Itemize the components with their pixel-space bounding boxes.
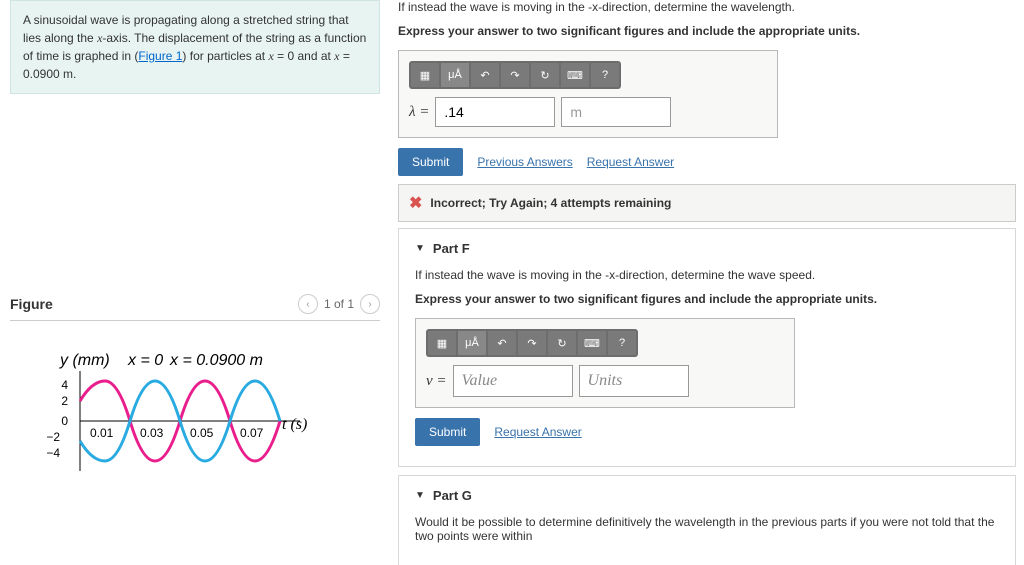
figure-prev-button[interactable]: ‹ — [298, 294, 318, 314]
lambda-units-input[interactable] — [561, 97, 671, 127]
symbols-button[interactable]: μÅ — [458, 331, 486, 355]
submit-button-f[interactable]: Submit — [415, 418, 480, 446]
redo-button[interactable]: ↷ — [501, 63, 529, 87]
feedback-box: ✖ Incorrect; Try Again; 4 attempts remai… — [398, 184, 1016, 222]
template-icon[interactable]: ▦ — [428, 331, 456, 355]
svg-text:0.05: 0.05 — [190, 426, 214, 440]
lambda-label: λ = — [409, 104, 429, 121]
svg-text:4: 4 — [61, 378, 68, 392]
template-icon[interactable]: ▦ — [411, 63, 439, 87]
previous-answers-link[interactable]: Previous Answers — [477, 155, 572, 169]
help-button[interactable]: ? — [608, 331, 636, 355]
svg-text:0: 0 — [61, 414, 68, 428]
figure-next-button[interactable]: › — [360, 294, 380, 314]
part-e-instruction: Express your answer to two significant f… — [398, 24, 1016, 38]
reset-button[interactable]: ↻ — [531, 63, 559, 87]
undo-button[interactable]: ↶ — [488, 331, 516, 355]
caret-down-icon: ▼ — [415, 243, 425, 254]
svg-text:−4: −4 — [46, 446, 60, 460]
part-f-question: If instead the wave is moving in the -x-… — [415, 268, 999, 282]
figure-title: Figure — [10, 296, 53, 312]
symbols-button[interactable]: μÅ — [441, 63, 469, 87]
figure-link[interactable]: Figure 1 — [138, 49, 182, 63]
y-axis-label: y (mm) — [59, 352, 110, 369]
v-value-input[interactable]: Value — [453, 365, 573, 397]
part-f-answer-box: ▦ μÅ ↶ ↷ ↻ ⌨ ? v = Value Units — [415, 318, 795, 408]
svg-text:0.01: 0.01 — [90, 426, 114, 440]
help-button[interactable]: ? — [591, 63, 619, 87]
part-g-header[interactable]: ▼ Part G — [415, 488, 999, 503]
figure-graph: y (mm) x = 0 x = 0.0900 m 4 2 0 −2 −4 0.… — [10, 341, 380, 501]
svg-text:−2: −2 — [46, 430, 60, 444]
undo-button[interactable]: ↶ — [471, 63, 499, 87]
redo-button[interactable]: ↷ — [518, 331, 546, 355]
svg-text:t (s): t (s) — [282, 416, 307, 433]
svg-text:2: 2 — [61, 394, 68, 408]
part-f-header[interactable]: ▼ Part F — [415, 241, 999, 256]
reset-button[interactable]: ↻ — [548, 331, 576, 355]
svg-text:x = 0.0900 m: x = 0.0900 m — [169, 352, 263, 369]
request-answer-link-f[interactable]: Request Answer — [494, 425, 581, 439]
v-units-input[interactable]: Units — [579, 365, 689, 397]
formula-toolbar-f: ▦ μÅ ↶ ↷ ↻ ⌨ ? — [426, 329, 638, 357]
keyboard-button[interactable]: ⌨ — [561, 63, 589, 87]
part-e-question: If instead the wave is moving in the -x-… — [398, 0, 1016, 14]
svg-text:0.03: 0.03 — [140, 426, 164, 440]
svg-text:0.07: 0.07 — [240, 426, 264, 440]
formula-toolbar: ▦ μÅ ↶ ↷ ↻ ⌨ ? — [409, 61, 621, 89]
submit-button[interactable]: Submit — [398, 148, 463, 176]
part-e-answer-box: ▦ μÅ ↶ ↷ ↻ ⌨ ? λ = — [398, 50, 778, 138]
problem-statement: A sinusoidal wave is propagating along a… — [10, 0, 380, 94]
svg-text:x = 0: x = 0 — [127, 352, 163, 369]
keyboard-button[interactable]: ⌨ — [578, 331, 606, 355]
part-g-question: Would it be possible to determine defini… — [415, 515, 999, 543]
caret-down-icon: ▼ — [415, 490, 425, 501]
incorrect-icon: ✖ — [409, 193, 422, 213]
v-label: v = — [426, 373, 447, 390]
part-f-instruction: Express your answer to two significant f… — [415, 292, 999, 306]
request-answer-link[interactable]: Request Answer — [587, 155, 674, 169]
figure-counter: 1 of 1 — [324, 297, 354, 311]
lambda-value-input[interactable] — [435, 97, 555, 127]
